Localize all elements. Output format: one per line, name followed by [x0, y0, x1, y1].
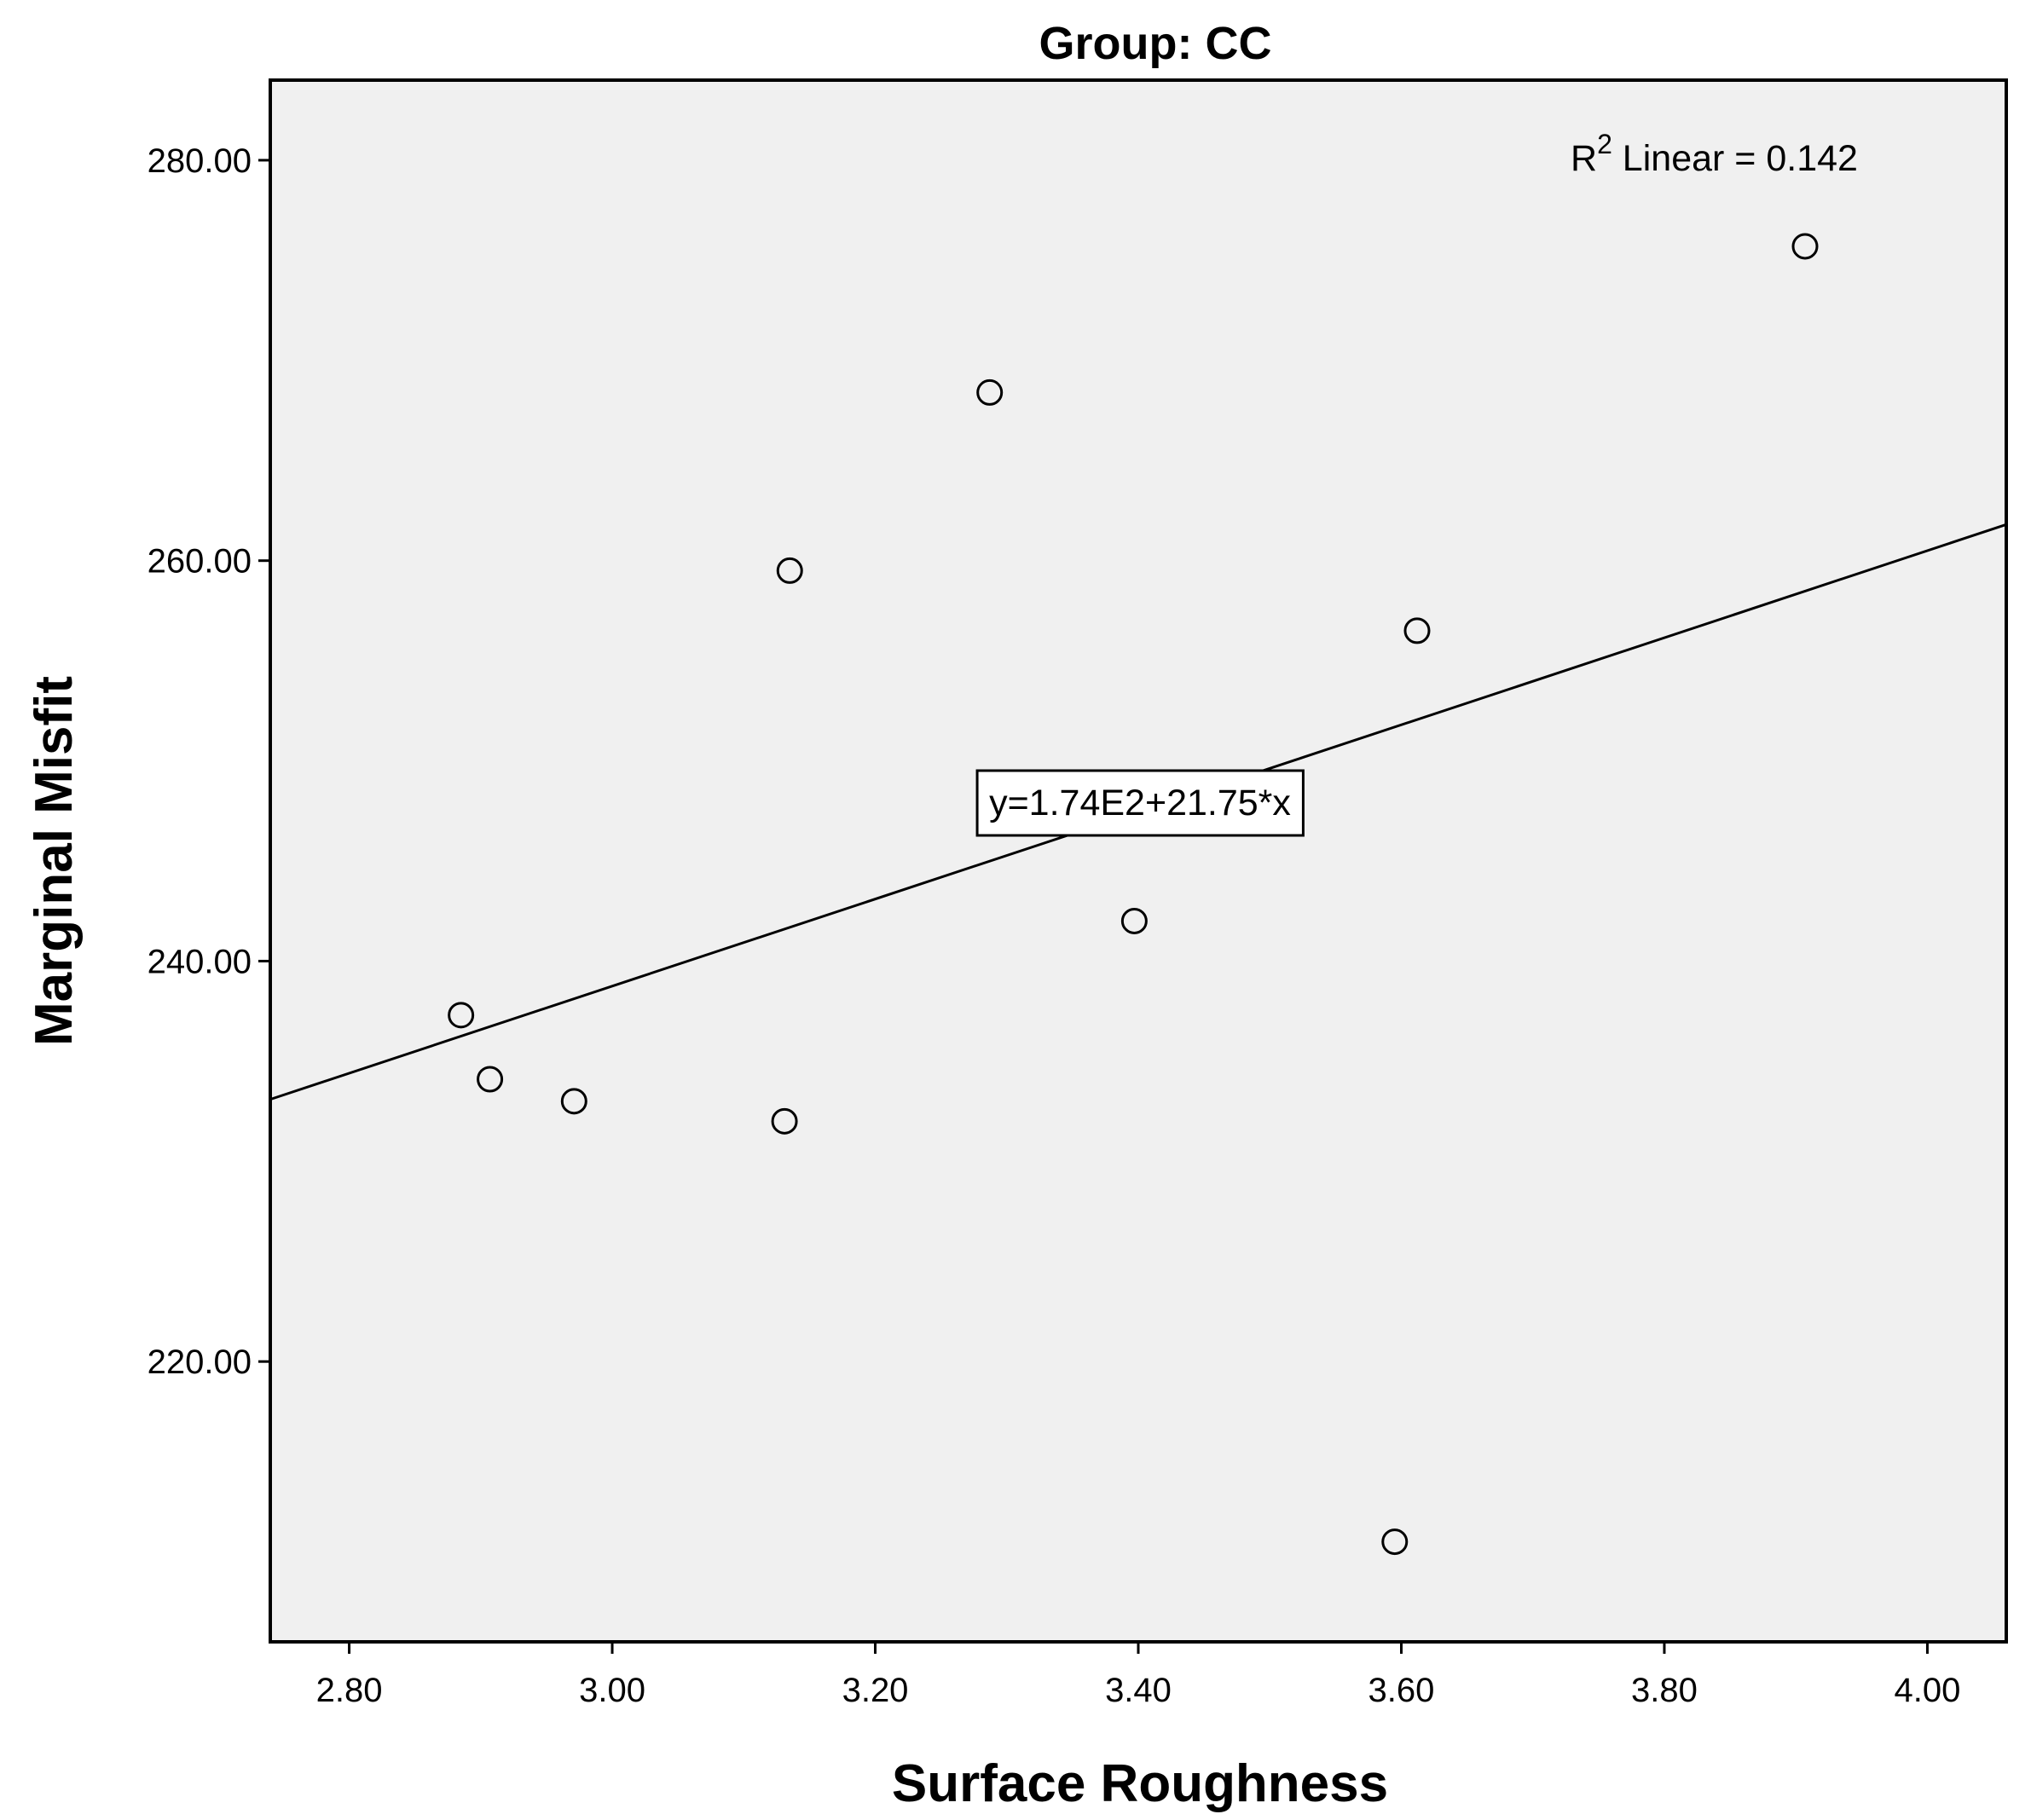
y-tick-label: 260.00 [148, 543, 252, 581]
y-axis-ticks: 220.00 240.00 260.00 280.00 [148, 142, 270, 1381]
x-tick-label: 3.00 [579, 1672, 645, 1709]
chart-title: Group: CC [1039, 18, 1272, 69]
x-axis-label: Surface Roughness [892, 1754, 1388, 1813]
data-points [448, 233, 1819, 1556]
x-tick-label: 3.80 [1631, 1672, 1698, 1709]
x-tick-label: 3.40 [1105, 1672, 1172, 1709]
data-point [776, 557, 803, 584]
data-point [448, 1002, 475, 1029]
r-squared-prefix: R [1571, 138, 1597, 179]
data-point [976, 378, 1004, 406]
y-tick-label: 280.00 [148, 142, 252, 180]
y-tick-label: 240.00 [148, 943, 252, 980]
r-squared-value: Linear = 0.142 [1612, 138, 1858, 179]
equation-label-box: y=1.74E2+21.75*x [975, 769, 1305, 837]
plot-area [270, 80, 2006, 1642]
data-point [1791, 233, 1819, 260]
y-tick-label: 220.00 [148, 1343, 252, 1381]
x-tick-label: 4.00 [1895, 1672, 1961, 1709]
plot-frame [269, 78, 2008, 1644]
data-point [477, 1066, 504, 1093]
data-point [1120, 907, 1148, 934]
data-point [1403, 617, 1431, 644]
x-tick-label: 2.80 [316, 1672, 383, 1709]
x-tick-label: 3.60 [1368, 1672, 1435, 1709]
data-point [560, 1088, 587, 1115]
equation-label: y=1.74E2+21.75*x [989, 783, 1291, 823]
x-axis-ticks: 2.80 3.00 3.20 3.40 3.60 3.80 4.00 [316, 1642, 1961, 1709]
data-point [771, 1107, 798, 1135]
r-squared-superscript: 2 [1597, 129, 1612, 159]
r-squared-label: R2 Linear = 0.142 [1571, 129, 1858, 179]
y-axis-label: Marginal Misfit [25, 676, 84, 1046]
x-tick-label: 3.20 [842, 1672, 909, 1709]
data-point [1381, 1528, 1409, 1556]
